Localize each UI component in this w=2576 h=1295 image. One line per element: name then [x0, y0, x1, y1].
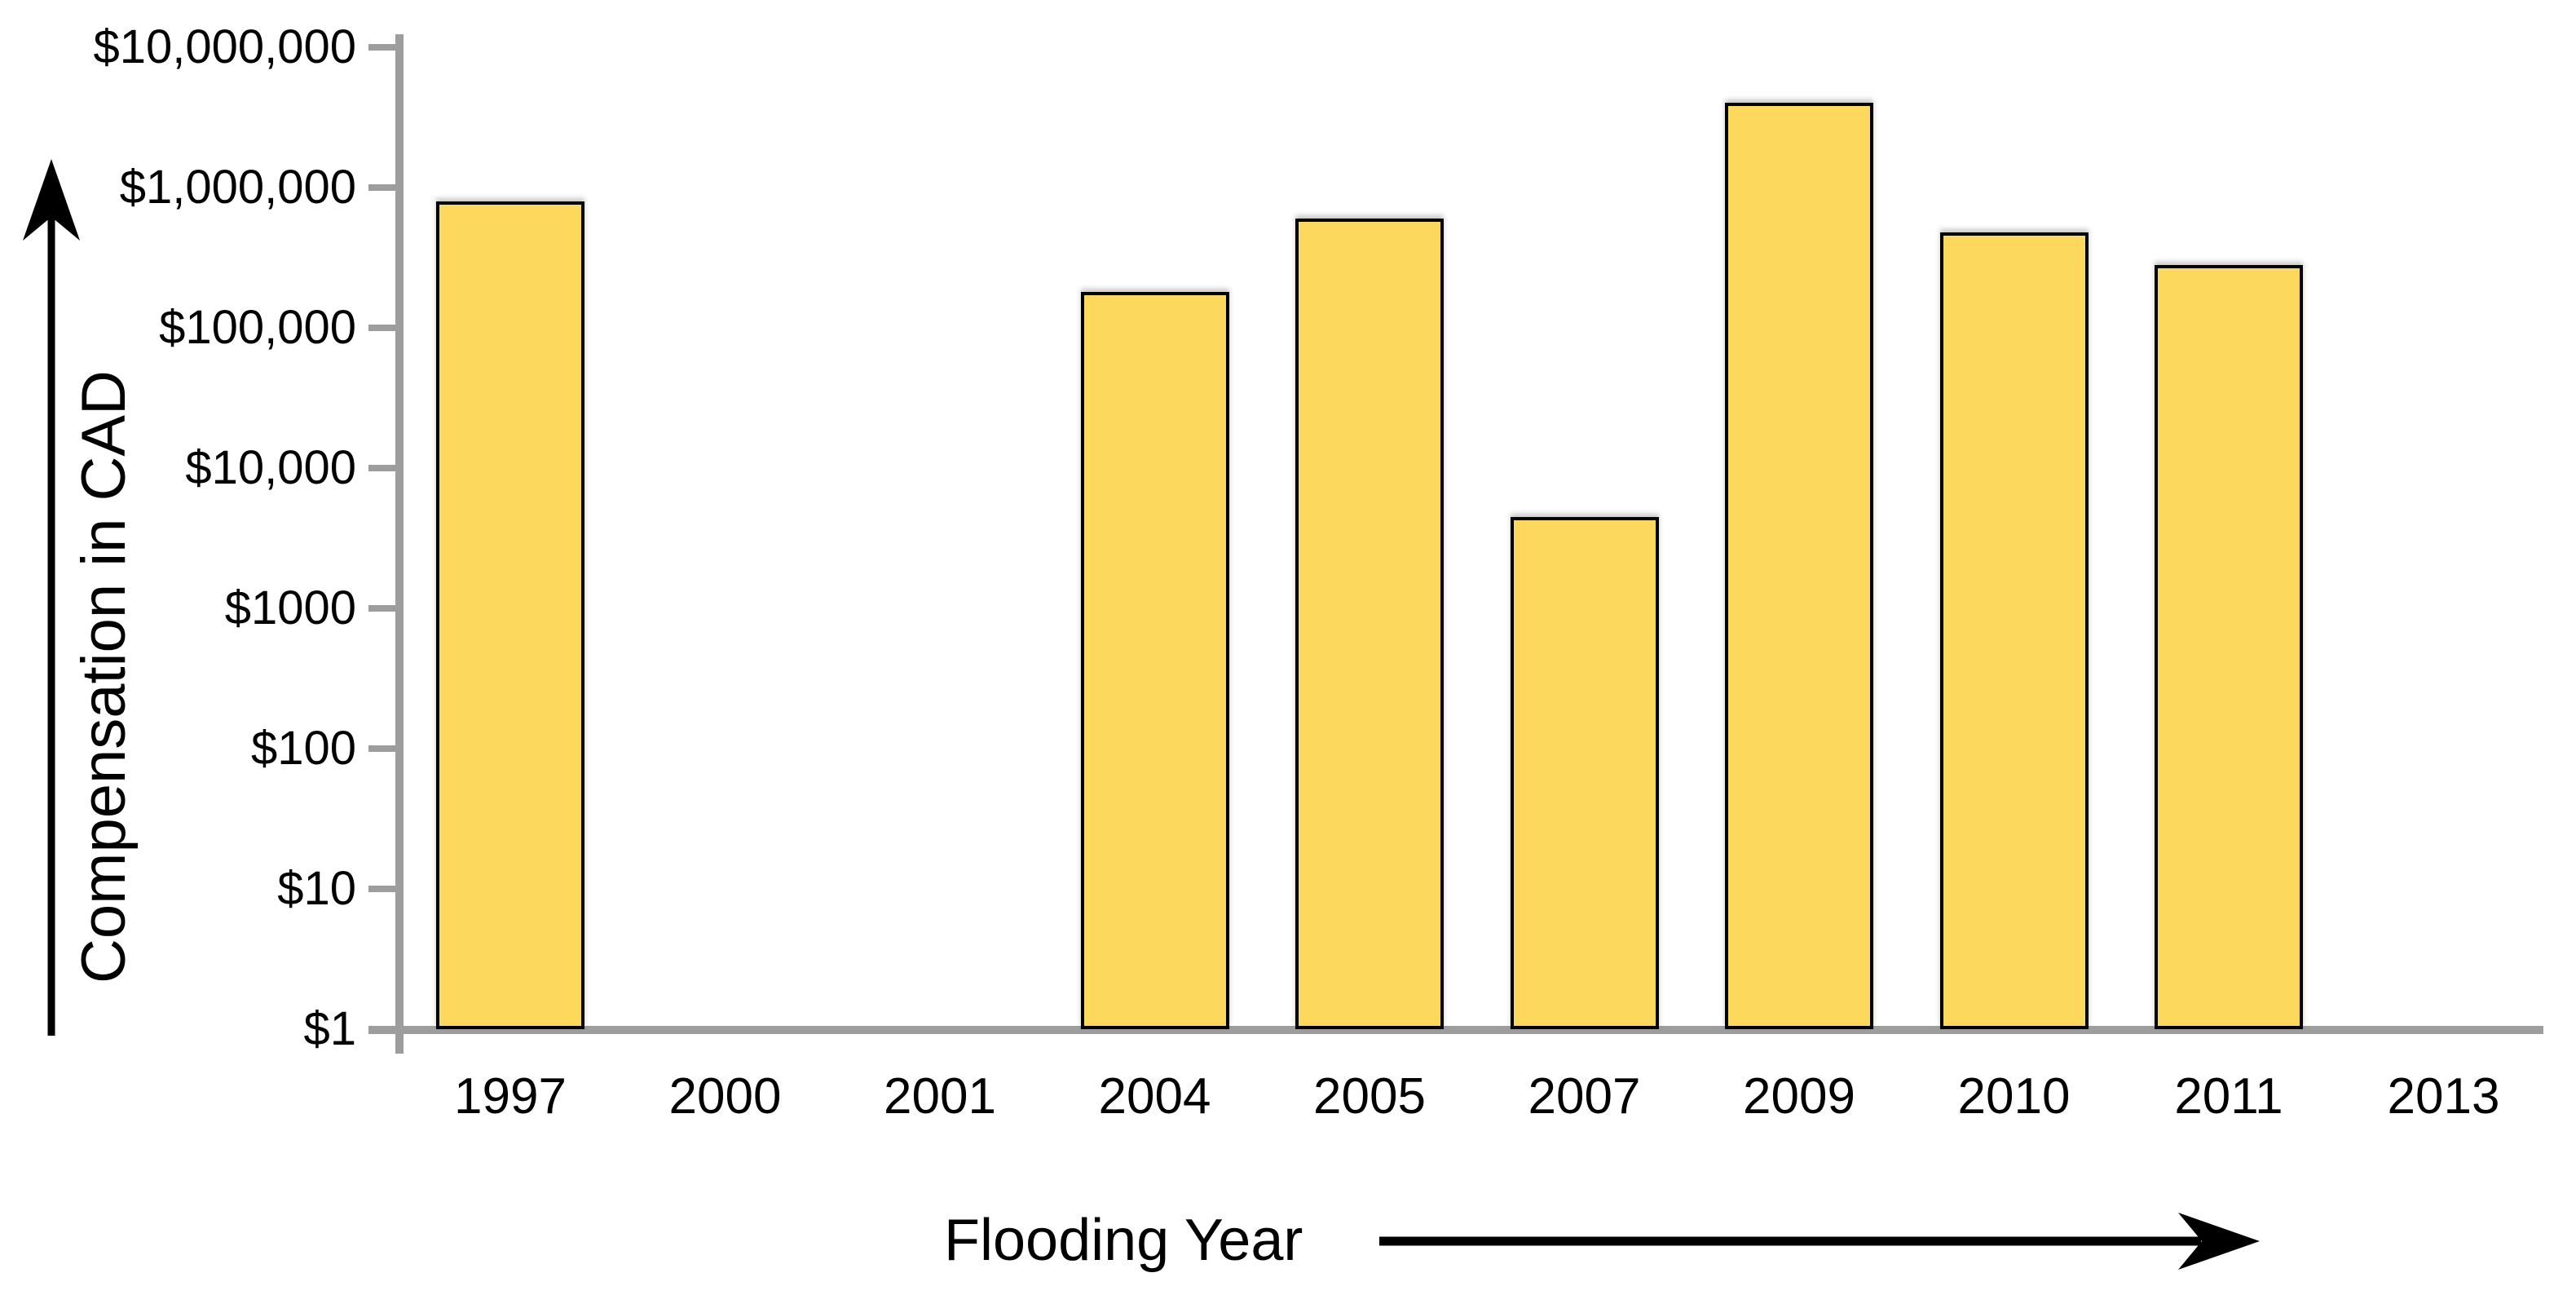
y-axis-title: Compensation in CAD [69, 370, 139, 983]
x-tick-label-2004: 2004 [1098, 1068, 1211, 1125]
x-axis-title: Flooding Year [944, 1208, 1303, 1273]
y-tick-mark [368, 44, 399, 51]
y-tick-label: $10,000 [185, 441, 356, 494]
y-tick-mark [368, 1026, 399, 1032]
bar-2009 [1725, 103, 1873, 1029]
y-tick-label: $100,000 [159, 301, 356, 354]
y-axis-direction-up-arrow-icon [23, 159, 80, 1036]
y-tick-label: $1,000,000 [119, 161, 356, 214]
y-tick-mark [368, 886, 399, 892]
y-tick-mark [368, 325, 399, 331]
x-tick-label-2010: 2010 [1957, 1068, 2071, 1125]
x-tick-label-2001: 2001 [884, 1068, 996, 1125]
y-tick-mark [368, 465, 399, 471]
y-tick-label: $100 [250, 722, 356, 775]
x-tick-label-2013: 2013 [2387, 1068, 2500, 1125]
y-tick-label: $10 [277, 862, 356, 915]
y-tick-mark [368, 605, 399, 612]
y-tick-label: $10,000,000 [93, 20, 356, 73]
bar-2010 [1939, 232, 2089, 1029]
bar-2011 [2155, 265, 2303, 1029]
y-tick-label: $1000 [224, 581, 356, 634]
x-tick-label-2005: 2005 [1313, 1068, 1426, 1125]
x-tick-label-2007: 2007 [1528, 1068, 1641, 1125]
y-axis-line [395, 34, 404, 1054]
x-axis-line [368, 1026, 2543, 1034]
x-tick-label-2000: 2000 [668, 1068, 782, 1125]
y-tick-label: $1 [303, 1002, 356, 1055]
x-tick-label-2009: 2009 [1743, 1068, 1855, 1125]
bar-2004 [1080, 292, 1229, 1029]
x-axis-direction-right-arrow-icon [1379, 1213, 2260, 1270]
bar-2007 [1510, 516, 1659, 1029]
bar-2005 [1295, 219, 1444, 1029]
y-tick-mark [368, 184, 399, 191]
x-tick-label-2011: 2011 [2174, 1068, 2283, 1125]
y-tick-mark [368, 745, 399, 752]
x-tick-label-1997: 1997 [454, 1068, 567, 1125]
bar-1997 [436, 201, 584, 1029]
